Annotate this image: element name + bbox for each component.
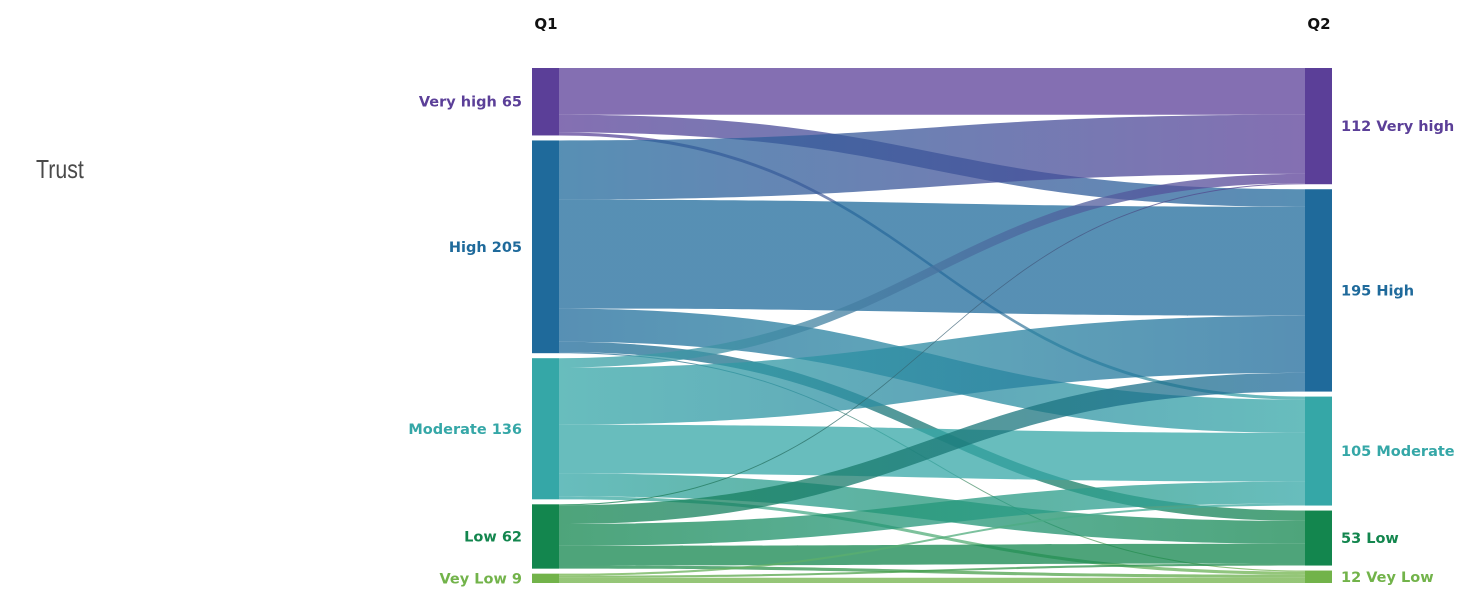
node-q2-very-high xyxy=(1305,68,1332,185)
node-q1-vey-low xyxy=(532,573,559,583)
node-q2-low xyxy=(1305,510,1332,566)
flow-moderate-to-vey-low xyxy=(559,496,1305,575)
label-q1-vey-low: Vey Low 9 xyxy=(440,571,523,587)
flow-moderate-to-very-high xyxy=(559,173,1305,368)
node-q1-low xyxy=(532,504,559,569)
node-q1-moderate xyxy=(532,358,559,500)
page-title: Trust xyxy=(36,154,84,184)
label-q2-very-high: 112 Very high xyxy=(1341,119,1454,135)
label-q1-low: Low 62 xyxy=(464,529,522,545)
flow-low-to-high xyxy=(559,372,1305,525)
flow-links xyxy=(559,68,1305,583)
node-q1-high xyxy=(532,140,559,354)
flow-low-to-very-high xyxy=(559,183,1305,506)
flow-vey-low-to-moderate xyxy=(559,503,1305,576)
flow-very-high-to-very-high xyxy=(559,68,1305,115)
label-q2-vey-low: 12 Vey Low xyxy=(1341,570,1434,586)
node-q2-moderate xyxy=(1305,396,1332,506)
node-labels: Very high 65 High 205 Moderate 136 Low 62 Ve… xyxy=(408,95,1454,588)
flow-low-to-moderate xyxy=(559,481,1305,546)
flow-moderate-to-high xyxy=(559,315,1305,425)
flow-low-to-low xyxy=(559,543,1305,566)
column-header-q2: Q2 xyxy=(1307,15,1330,33)
label-q2-high: 195 High xyxy=(1341,283,1414,299)
flow-vey-low-to-low xyxy=(559,563,1305,578)
node-q2-high xyxy=(1305,189,1332,392)
column-header-q1: Q1 xyxy=(534,15,557,33)
label-q2-moderate: 105 Moderate xyxy=(1341,444,1455,460)
flow-high-to-high xyxy=(559,199,1305,316)
label-q1-moderate: Moderate 136 xyxy=(408,422,522,438)
label-q1-very-high: Very high 65 xyxy=(419,95,522,111)
node-q2-vey-low xyxy=(1305,570,1332,583)
flow-high-to-very-high xyxy=(559,114,1305,200)
nodes xyxy=(532,68,1332,583)
label-q2-low: 53 Low xyxy=(1341,531,1399,547)
flow-vey-low-to-vey-low xyxy=(559,577,1305,583)
node-q1-very-high xyxy=(532,68,559,136)
label-q1-high: High 205 xyxy=(449,240,522,256)
